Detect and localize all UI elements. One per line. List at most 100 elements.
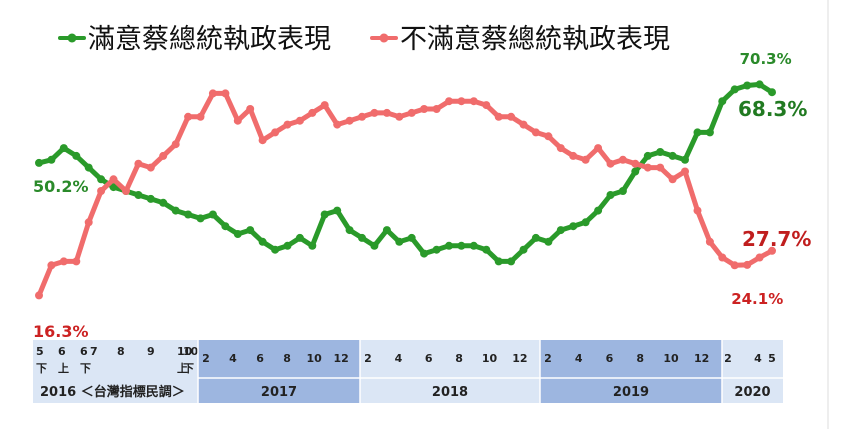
data-point xyxy=(606,159,615,168)
tick-label: 6 xyxy=(58,345,66,358)
tick-label: 5 xyxy=(768,352,776,365)
data-point xyxy=(668,175,677,184)
data-point xyxy=(358,112,366,121)
data-point xyxy=(445,241,453,250)
legend-swatch-marker xyxy=(379,33,389,43)
data-point xyxy=(569,222,578,231)
tick-label: 12 xyxy=(334,352,349,365)
tick-label: 8 xyxy=(455,352,463,365)
data-point xyxy=(47,261,56,270)
tick-label: 9 xyxy=(147,345,155,358)
legend-label: 滿意蔡總統執政表現 xyxy=(88,24,331,55)
tick-label-sub: 上 xyxy=(58,361,69,375)
data-label: 68.3% xyxy=(738,97,807,121)
data-point xyxy=(196,112,205,121)
data-point xyxy=(233,230,242,238)
tick-label: 6 xyxy=(256,352,264,365)
data-point xyxy=(705,237,714,246)
data-point xyxy=(233,116,242,125)
axis-year-segment xyxy=(540,340,722,403)
data-point xyxy=(631,159,640,168)
data-point xyxy=(109,183,118,192)
data-point xyxy=(618,155,627,164)
data-point xyxy=(643,151,652,160)
data-point xyxy=(544,237,553,246)
data-point xyxy=(345,226,354,235)
data-point xyxy=(35,158,43,167)
axis-year-label: 2018 xyxy=(432,385,468,400)
data-point xyxy=(382,108,391,117)
data-point xyxy=(482,101,491,110)
legend-swatch-marker xyxy=(67,33,77,43)
data-point xyxy=(146,194,155,203)
data-point xyxy=(705,128,714,137)
data-point xyxy=(370,241,379,250)
data-point xyxy=(730,85,739,94)
data-point xyxy=(358,233,366,242)
data-point xyxy=(221,222,230,231)
data-point xyxy=(718,253,727,262)
data-point xyxy=(581,155,590,164)
tick-label: 8 xyxy=(636,352,644,365)
data-point xyxy=(333,120,342,129)
data-point xyxy=(109,175,118,184)
data-point xyxy=(283,241,292,250)
data-labels: 50.2% 70.3% 68.3% 16.3% 24.1% 27.7% xyxy=(33,50,811,341)
data-point xyxy=(643,163,652,172)
data-point xyxy=(656,163,665,172)
data-point xyxy=(258,237,267,246)
data-point xyxy=(531,233,540,242)
data-point xyxy=(258,136,267,145)
axis-year-label: 2020 xyxy=(734,385,770,400)
data-point xyxy=(47,155,56,164)
data-point xyxy=(445,97,453,106)
tick-label: 8 xyxy=(283,352,291,365)
tick-label: 6 xyxy=(606,352,614,365)
data-point xyxy=(84,163,93,172)
data-point xyxy=(556,144,565,153)
data-point xyxy=(407,233,416,242)
data-point xyxy=(208,210,217,219)
tick-label: 5 xyxy=(36,345,44,358)
data-point xyxy=(283,120,292,129)
axis-year-segment xyxy=(360,340,540,403)
tick-label: 6 xyxy=(80,345,88,358)
data-point xyxy=(755,80,764,89)
data-point xyxy=(308,241,317,250)
tick-label: 6 xyxy=(425,352,433,365)
tick-label-sub: 下 xyxy=(36,362,47,375)
data-point xyxy=(333,206,342,215)
axis-year-segment xyxy=(198,340,360,403)
data-point xyxy=(308,108,317,117)
data-point xyxy=(59,257,68,266)
data-point xyxy=(432,105,441,113)
data-point xyxy=(743,81,752,90)
data-point xyxy=(295,116,304,125)
data-point xyxy=(72,257,81,266)
data-label: 24.1% xyxy=(731,290,783,308)
data-point xyxy=(531,128,540,137)
data-point xyxy=(221,89,230,98)
tick-label: 2 xyxy=(364,352,372,365)
tick-label: 2 xyxy=(202,352,210,365)
tick-label-sub: 下 xyxy=(80,362,91,375)
data-point xyxy=(668,151,677,160)
legend: 滿意蔡總統執政表現 不滿意蔡總統執政表現 xyxy=(58,24,670,55)
data-point xyxy=(718,97,727,106)
data-point xyxy=(544,132,553,141)
data-point xyxy=(743,260,752,269)
data-point xyxy=(693,128,702,137)
data-point xyxy=(631,167,640,176)
data-point xyxy=(755,253,764,262)
data-point xyxy=(382,226,391,235)
data-point xyxy=(171,206,180,215)
data-point xyxy=(159,198,168,207)
data-point xyxy=(97,187,106,195)
data-point xyxy=(84,218,93,227)
tick-label: 10 xyxy=(306,352,322,365)
data-point xyxy=(469,97,478,106)
data-label: 70.3% xyxy=(740,50,792,68)
data-point xyxy=(420,249,429,258)
